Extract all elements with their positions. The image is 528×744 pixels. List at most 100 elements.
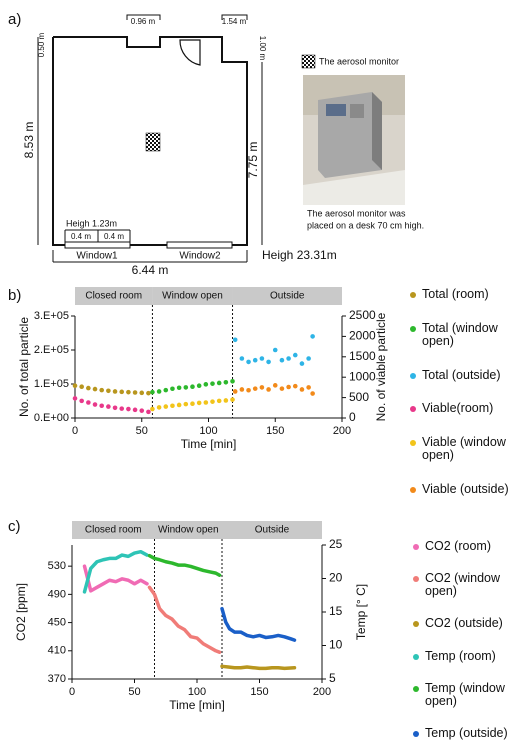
data-point: [230, 397, 235, 402]
legend-label: Total (room): [422, 287, 489, 301]
data-point: [279, 357, 285, 363]
data-point: [92, 402, 98, 407]
phase-header: [232, 287, 342, 305]
legend-item: Total (room): [410, 288, 528, 301]
dim-label: Heigh 23.31m: [262, 248, 337, 262]
legend-item: Total (outside): [410, 368, 528, 382]
y-tick-label: 530: [48, 560, 66, 572]
y2-tick-label: 1000: [349, 369, 376, 383]
y2-tick-label: 25: [329, 537, 343, 551]
y-tick-label: 370: [48, 673, 66, 685]
legend-label: Temp (window open): [425, 680, 505, 708]
data-point: [259, 356, 265, 361]
dim-label: 6.44 m: [132, 263, 169, 277]
data-point: [146, 409, 151, 415]
y-tick-label: 3.E+05: [34, 310, 69, 322]
legend-label: Viable (outside): [422, 481, 509, 496]
dim-label: 0.96 m: [131, 17, 156, 26]
data-point: [106, 404, 111, 409]
x-tick-label: 50: [136, 425, 148, 437]
data-line: [220, 606, 297, 642]
y2-tick-label: 20: [329, 571, 343, 585]
y-tick-label: 0.E+00: [34, 412, 69, 424]
data-point: [150, 389, 155, 395]
window: [166, 241, 233, 249]
photo: [303, 75, 405, 205]
x-tick-label: 0: [69, 686, 75, 698]
data-point: [86, 400, 91, 405]
x-axis-title: Time [min]: [181, 437, 237, 451]
legend-swatch: [413, 685, 419, 692]
data-point: [170, 403, 175, 409]
data-line: [82, 564, 149, 593]
legend-item: Viable (outside): [410, 481, 528, 496]
monitor-position: [145, 132, 161, 152]
y2-tick-label: 15: [329, 604, 343, 618]
data-line: [147, 585, 222, 654]
data-point: [132, 390, 138, 395]
legend-label: CO2 (outside): [425, 616, 503, 631]
y2-tick-label: 10: [329, 638, 343, 652]
data-point: [292, 383, 298, 389]
dim-label: 1.54 m: [222, 17, 247, 26]
legend-label: CO2 (window open): [425, 571, 501, 599]
x-tick-label: 150: [250, 686, 268, 698]
x-tick-label: 100: [199, 425, 217, 437]
data-point: [216, 398, 222, 404]
data-point: [310, 391, 315, 396]
data-point: [150, 406, 155, 412]
data-point: [196, 400, 202, 406]
legend-item: Temp (room): [413, 649, 528, 663]
data-point: [126, 389, 131, 395]
x-axis-title: Time [min]: [169, 698, 225, 712]
dim-label: Heigh 1.23m: [66, 218, 117, 228]
data-point: [266, 387, 271, 392]
window-label: Window1: [76, 251, 118, 262]
phase-label: Closed room: [85, 525, 142, 536]
data-point: [146, 390, 151, 396]
data-point: [252, 386, 258, 391]
data-point: [183, 385, 189, 390]
data-point: [203, 382, 209, 387]
data-point: [286, 356, 291, 361]
data-point: [239, 356, 245, 361]
data-point: [190, 384, 195, 390]
y2-tick-label: 2500: [349, 308, 376, 322]
x-tick-label: 200: [333, 425, 351, 437]
data-point: [292, 352, 298, 358]
x-tick-label: 0: [72, 425, 78, 437]
x-tick-label: 150: [266, 425, 284, 437]
y-tick-label: 410: [48, 645, 66, 657]
data-line: [147, 553, 222, 577]
axis-line: [74, 316, 343, 419]
data-point: [223, 380, 229, 385]
data-point: [223, 398, 229, 403]
legend-swatch: [410, 372, 416, 379]
data-point: [272, 383, 278, 388]
y2-axis-title: No. of viable particle: [374, 312, 388, 421]
dim-label: 0.4 m: [71, 232, 91, 241]
window-label: Window2: [179, 251, 221, 262]
data-point: [156, 405, 162, 410]
legend-swatch: [413, 730, 419, 737]
dim-label: 1.00 m: [258, 36, 267, 61]
legend-item: Temp (outside): [413, 726, 528, 740]
legend-item: Total (window open): [410, 321, 528, 348]
legend-swatch: [410, 325, 416, 332]
legend-label: CO2 (room): [425, 539, 491, 553]
data-point: [210, 381, 215, 386]
data-point: [72, 396, 78, 401]
data-point: [99, 387, 104, 393]
panel-label: b): [8, 287, 21, 304]
data-point: [310, 334, 315, 339]
legend-swatch: [413, 653, 419, 660]
data-point: [216, 380, 222, 386]
data-point: [259, 385, 265, 390]
legend-swatch: [410, 440, 416, 447]
legend: Total (room) Total (window open) Total (ou…: [410, 288, 528, 496]
data-line: [220, 664, 297, 671]
data-point: [239, 387, 245, 392]
data-point: [92, 386, 98, 392]
dim-line: [64, 229, 131, 245]
